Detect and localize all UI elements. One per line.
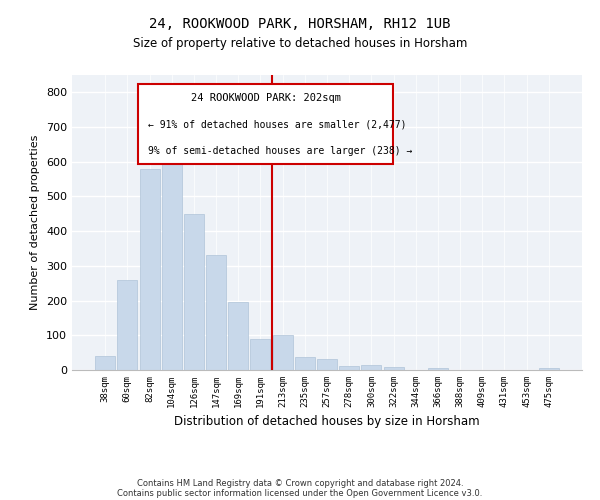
- Bar: [250, 339, 271, 370]
- FancyBboxPatch shape: [139, 84, 394, 164]
- Bar: [317, 359, 337, 370]
- Text: Contains public sector information licensed under the Open Government Licence v3: Contains public sector information licen…: [118, 488, 482, 498]
- X-axis label: Distribution of detached houses by size in Horsham: Distribution of detached houses by size …: [174, 416, 480, 428]
- Bar: [361, 365, 382, 370]
- Bar: [95, 356, 115, 370]
- Bar: [539, 368, 559, 370]
- Text: ← 91% of detached houses are smaller (2,477): ← 91% of detached houses are smaller (2,…: [149, 119, 407, 129]
- Bar: [295, 357, 315, 370]
- Bar: [428, 368, 448, 370]
- Text: 9% of semi-detached houses are larger (238) →: 9% of semi-detached houses are larger (2…: [149, 146, 413, 156]
- Bar: [383, 366, 404, 370]
- Text: Size of property relative to detached houses in Horsham: Size of property relative to detached ho…: [133, 38, 467, 51]
- Bar: [228, 302, 248, 370]
- Bar: [140, 168, 160, 370]
- Bar: [162, 162, 182, 370]
- Text: 24 ROOKWOOD PARK: 202sqm: 24 ROOKWOOD PARK: 202sqm: [191, 92, 341, 102]
- Bar: [272, 336, 293, 370]
- Text: 24, ROOKWOOD PARK, HORSHAM, RH12 1UB: 24, ROOKWOOD PARK, HORSHAM, RH12 1UB: [149, 18, 451, 32]
- Text: Contains HM Land Registry data © Crown copyright and database right 2024.: Contains HM Land Registry data © Crown c…: [137, 478, 463, 488]
- Bar: [339, 366, 359, 370]
- Bar: [118, 280, 137, 370]
- Bar: [184, 214, 204, 370]
- Y-axis label: Number of detached properties: Number of detached properties: [31, 135, 40, 310]
- Bar: [206, 256, 226, 370]
